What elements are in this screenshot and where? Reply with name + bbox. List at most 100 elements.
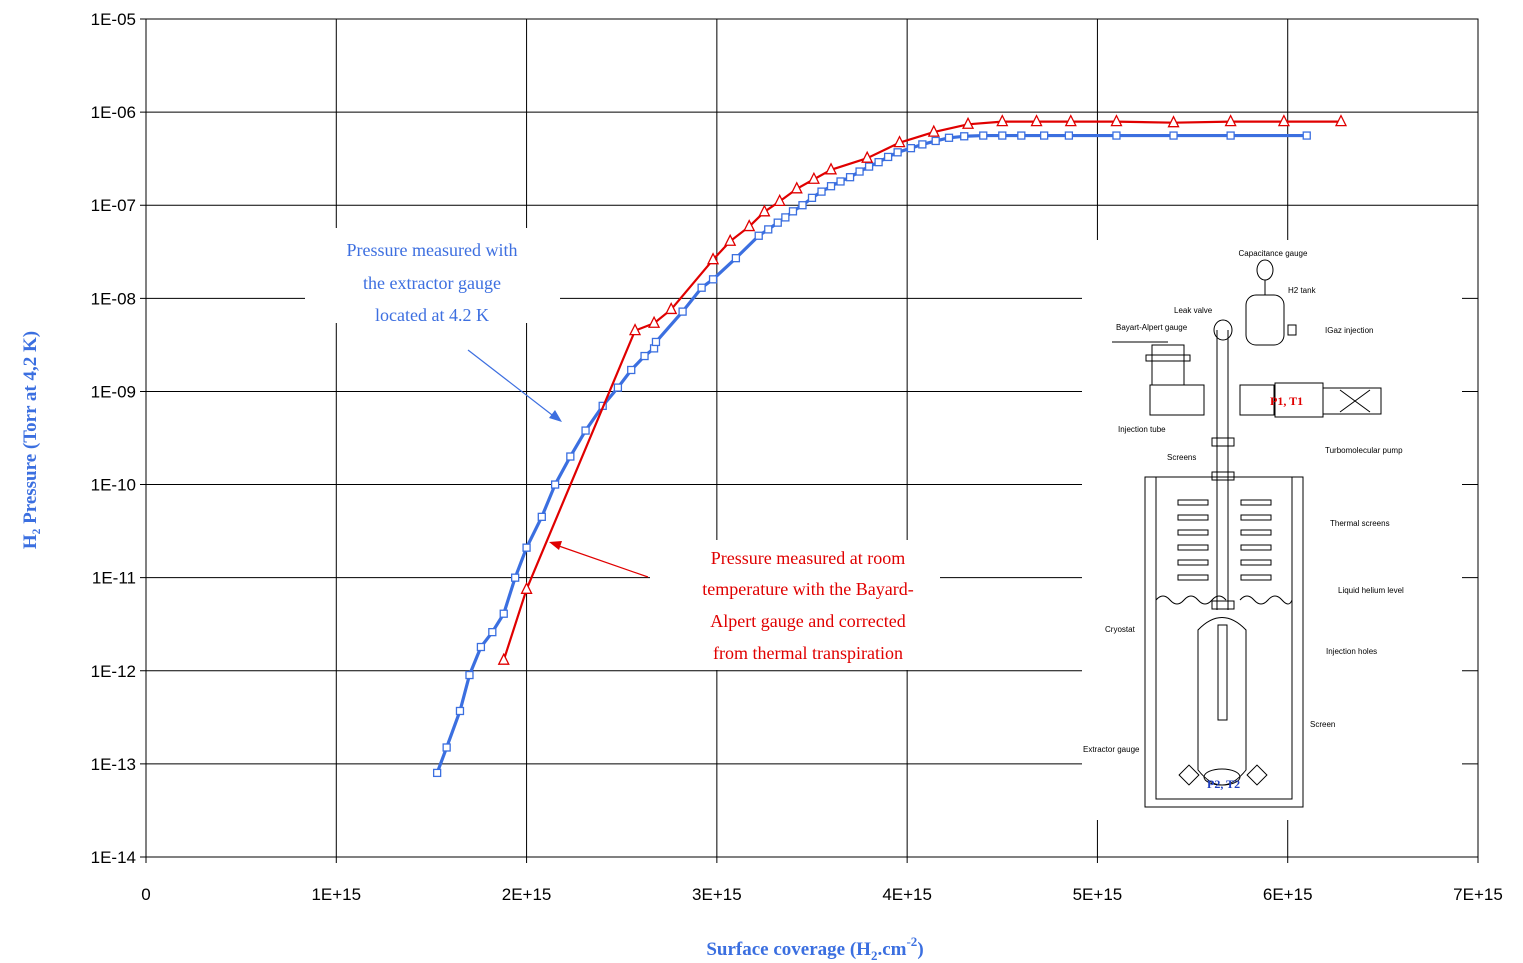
label-helium-level: Liquid helium level (1338, 586, 1404, 595)
diagram-labels: Capacitance gauge H2 tank Leak valve Bay… (1083, 249, 1404, 791)
series-0-point (773, 218, 782, 227)
annotation-red-line-1: Pressure measured at room (711, 548, 905, 568)
annotation-red: Pressure measured at room temperature wi… (549, 540, 940, 670)
annotation-blue-arrowhead (549, 410, 562, 422)
helium-level-line (1155, 595, 1293, 605)
series-0-point (998, 131, 1007, 140)
series-0-point (798, 201, 807, 210)
series-0-point (465, 670, 474, 680)
series-0-point (754, 231, 763, 240)
series-0-point (581, 426, 590, 435)
series-1-point (1110, 114, 1123, 127)
series-1-point (1167, 115, 1180, 128)
series-0-point (455, 706, 465, 716)
series-0-point (817, 187, 826, 196)
x-tick-label: 3E+15 (692, 885, 742, 904)
series-0-point (1226, 131, 1235, 140)
gaz-injection-valve (1287, 324, 1297, 336)
x-title-end: ) (917, 939, 923, 960)
series-0-point (651, 337, 661, 347)
series-0-point (640, 351, 649, 361)
series-0-point (488, 627, 497, 637)
series-0-point (697, 283, 706, 292)
series-1-point (927, 124, 940, 137)
series-0-point (864, 162, 874, 171)
y-tick-label: 1E-08 (91, 289, 136, 308)
series-0-point (826, 182, 836, 191)
series-0-point (511, 573, 520, 582)
label-capacitance: Capacitance gauge (1239, 249, 1308, 258)
series-0-point (1064, 131, 1074, 140)
annotation-blue-line-1: Pressure measured with (347, 240, 518, 260)
thermal-screens-right (1240, 499, 1272, 581)
annotation-red-line-2: temperature with the Bayard- (702, 579, 913, 599)
y-tick-label: 1E-05 (91, 10, 136, 29)
x-axis-title: Surface coverage (H2.cm-2) (706, 934, 923, 963)
x-tick-label: 2E+15 (502, 885, 552, 904)
annotation-blue-arrow (467, 349, 557, 419)
series-0-point (1017, 131, 1026, 140)
series-0-point (731, 254, 741, 263)
series-0-point (442, 743, 451, 752)
series-0-point (960, 132, 969, 141)
series-0-point (906, 144, 916, 153)
label-screen: Screen (1310, 720, 1335, 729)
extractor-port-right (1246, 764, 1268, 786)
flange-2 (1211, 471, 1235, 481)
turbo-pump (1322, 387, 1382, 415)
annotation-red-line-4: from thermal transpiration (713, 643, 903, 663)
series-0-point (550, 480, 560, 489)
label-extractor: Extractor gauge (1083, 745, 1140, 754)
label-bayart: Bayart-Alpert gauge (1116, 323, 1188, 332)
label-p2t2: P2, T2 (1207, 777, 1240, 791)
label-screens: Screens (1167, 453, 1196, 462)
series-0-point (476, 642, 486, 652)
y-tick-label: 1E-14 (91, 848, 136, 867)
annotation-blue-box (305, 228, 560, 323)
y-tick-label: 1E-07 (91, 196, 136, 215)
x-tick-label: 1E+15 (311, 885, 361, 904)
series-1-point (706, 252, 720, 265)
series-1-point (996, 114, 1009, 127)
label-h2-tank: H2 tank (1288, 286, 1317, 295)
label-injection-tube: Injection tube (1118, 425, 1166, 434)
series-1-point (665, 301, 678, 315)
annotation-red-box (650, 540, 940, 670)
x-tick-label: 5E+15 (1073, 885, 1123, 904)
series-0-point (708, 275, 718, 284)
series-0-point (764, 225, 773, 234)
label-cryostat: Cryostat (1105, 625, 1136, 634)
series-0-point (788, 207, 798, 216)
label-leak-valve: Leak valve (1174, 306, 1213, 315)
x-tick-label: 7E+15 (1453, 885, 1503, 904)
series-0-point (522, 543, 531, 552)
series-1-point (648, 315, 661, 328)
annotation-red-arrow (555, 544, 649, 578)
series-1-point (497, 652, 510, 665)
series-0-point (613, 383, 623, 392)
annotation-blue-line-3: located at 4.2 K (375, 305, 489, 325)
series-1-point (773, 193, 786, 207)
x-title-mid: .cm (877, 939, 906, 960)
series-1-point (758, 204, 771, 217)
annotation-red-arrowhead (549, 541, 562, 550)
series-1-point (1277, 114, 1290, 127)
series-0-point (918, 140, 927, 149)
x-tick-label: 0 (141, 885, 150, 904)
annotation-blue-line-2: the extractor gauge (363, 273, 501, 293)
series-0-point (855, 167, 864, 176)
series-0-point (1112, 131, 1121, 140)
series-0-point (944, 133, 954, 142)
flange-3 (1211, 600, 1235, 610)
label-p1t1: P1, T1 (1270, 394, 1303, 408)
series-0-point (1302, 131, 1311, 140)
series-1-point (743, 219, 756, 232)
apparatus-diagram (1082, 240, 1462, 820)
series-0-point (807, 193, 817, 202)
series-1-point (1224, 114, 1237, 127)
series-0-point (627, 365, 636, 375)
x-title-main: Surface coverage (H (706, 939, 871, 960)
series-0-point (883, 152, 893, 162)
y-tick-label: 1E-13 (91, 755, 136, 774)
series-1-point (961, 116, 975, 129)
